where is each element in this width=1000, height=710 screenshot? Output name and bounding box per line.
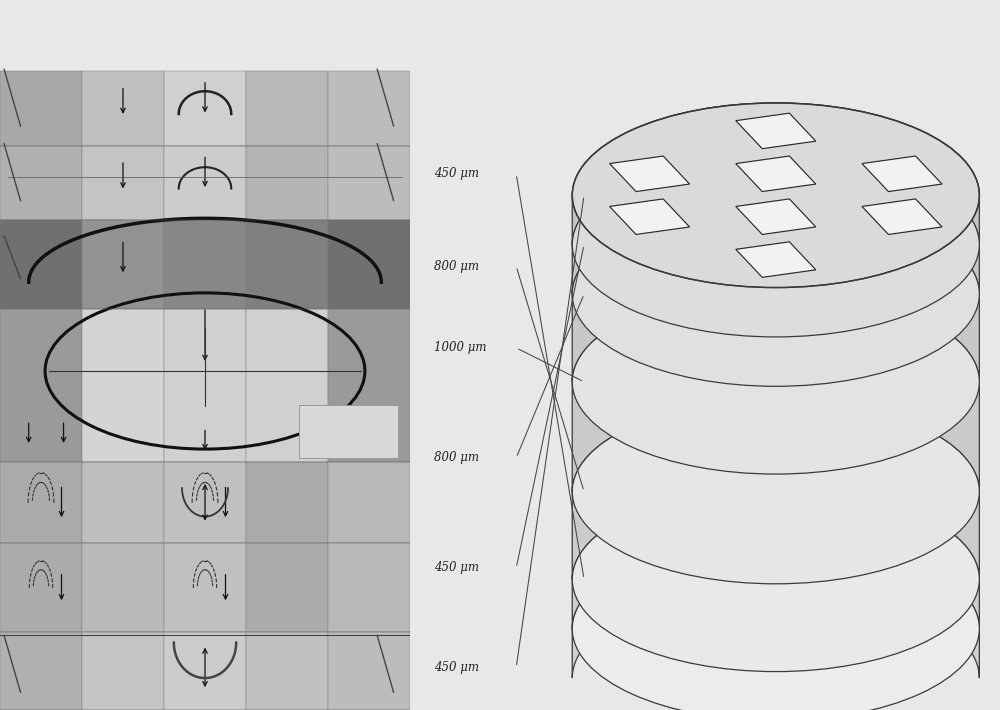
Ellipse shape [572,487,979,672]
Ellipse shape [572,290,979,474]
Ellipse shape [572,202,979,386]
Bar [164,309,246,462]
Polygon shape [736,199,816,234]
Bar [246,71,328,146]
Text: 1000 μm: 1000 μm [434,342,486,354]
Bar [328,146,410,220]
Bar [299,405,398,458]
Ellipse shape [572,153,979,337]
Bar [0,71,82,146]
Polygon shape [572,153,979,294]
Ellipse shape [572,399,979,584]
Polygon shape [610,156,690,192]
Bar [164,220,246,309]
Bar [164,71,246,146]
Polygon shape [572,487,979,628]
Polygon shape [736,156,816,192]
Bar [0,462,82,543]
Text: 450 μm: 450 μm [434,661,479,674]
Bar [328,543,410,632]
Polygon shape [736,242,816,278]
Bar [82,220,164,309]
Bar [328,462,410,543]
Bar [0,309,82,462]
Bar [164,462,246,543]
Bar [0,543,82,632]
Bar [246,220,328,309]
Bar [164,543,246,632]
Polygon shape [572,290,979,491]
Bar [0,220,82,309]
Polygon shape [736,113,816,148]
Polygon shape [572,536,979,678]
Bar [164,146,246,220]
Bar [164,632,246,710]
Bar [246,462,328,543]
Bar [246,632,328,710]
Bar [82,146,164,220]
Bar [0,146,82,220]
Bar [328,632,410,710]
Bar [82,71,164,146]
Bar [82,462,164,543]
Text: 800 μm: 800 μm [434,260,479,273]
Bar [246,146,328,220]
Polygon shape [572,399,979,579]
Text: 450 μm: 450 μm [434,562,479,574]
Polygon shape [572,103,979,245]
Bar [0,632,82,710]
Ellipse shape [572,536,979,710]
Text: 450 μm: 450 μm [434,168,479,180]
Bar [328,71,410,146]
Bar [82,309,164,462]
Bar [328,309,410,462]
Text: 800 μm: 800 μm [434,452,479,464]
Bar [246,309,328,462]
Bar [246,543,328,632]
Ellipse shape [572,103,979,288]
Bar [82,543,164,632]
Polygon shape [862,199,942,234]
Bar [328,220,410,309]
Polygon shape [610,199,690,234]
Polygon shape [572,202,979,382]
Polygon shape [862,156,942,192]
Bar [82,632,164,710]
